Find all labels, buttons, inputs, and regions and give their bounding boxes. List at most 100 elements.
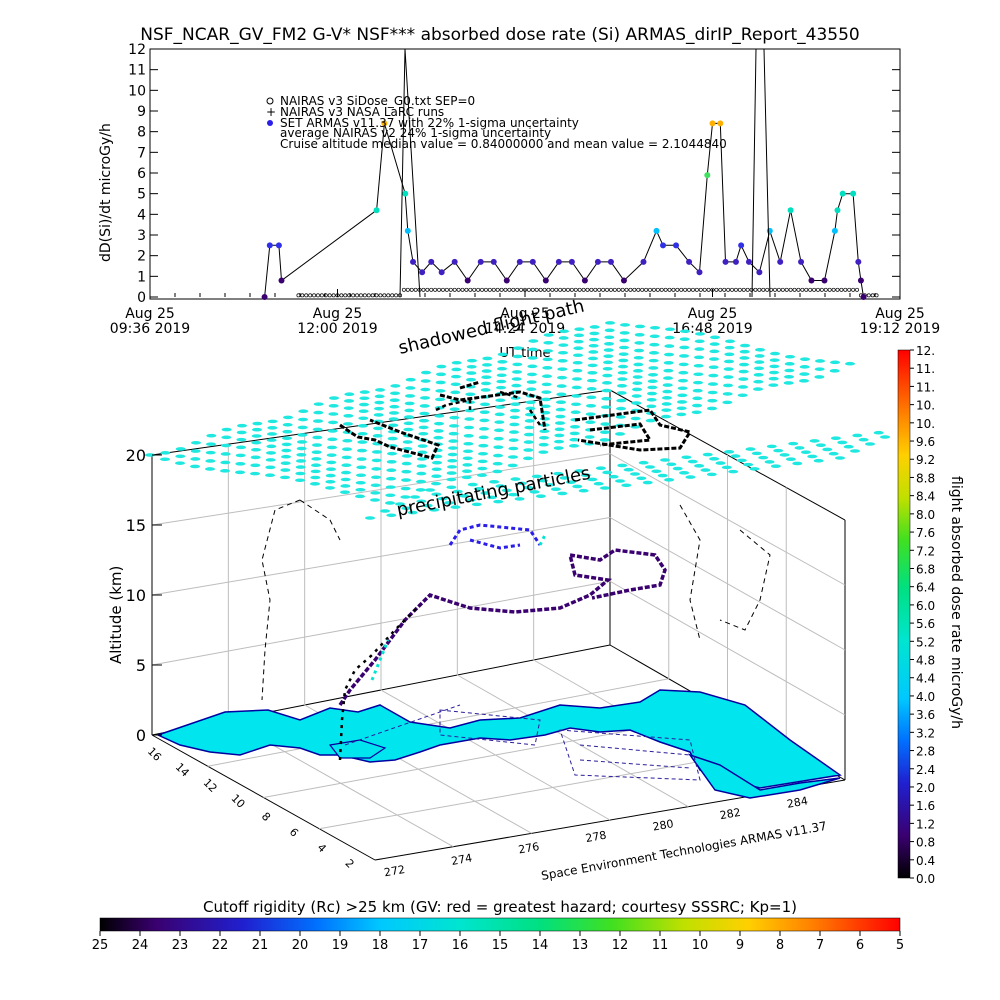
particle-mark	[634, 348, 644, 353]
rigidity-colorbar-tick-label: 20	[292, 938, 309, 953]
particle-mark	[420, 387, 431, 392]
particle-mark	[400, 495, 411, 499]
particle-mark	[527, 372, 537, 377]
particle-mark	[313, 419, 323, 423]
particle-mark	[481, 369, 492, 373]
armas-point	[451, 258, 458, 265]
nairas-point	[636, 287, 641, 292]
particle-mark	[461, 475, 472, 480]
particle-mark	[416, 471, 427, 476]
particle-mark	[452, 489, 463, 494]
spike-line	[399, 48, 771, 298]
particle-mark	[508, 438, 519, 442]
dose-colorbar-tick-label: 0.0	[916, 872, 935, 886]
particle-mark	[642, 480, 653, 485]
particle-mark	[569, 437, 580, 442]
particle-mark	[420, 396, 430, 400]
particle-mark	[190, 449, 201, 453]
plot-frame	[149, 48, 901, 300]
particle-mark	[572, 377, 582, 381]
nairas-point	[597, 287, 602, 292]
particle-mark	[358, 409, 369, 413]
particle-mark	[715, 461, 726, 465]
particle-mark	[585, 420, 596, 425]
particle-mark	[387, 436, 398, 441]
nairas-point	[366, 293, 371, 298]
particle-mark	[783, 381, 794, 385]
particle-mark	[649, 342, 660, 347]
shadowed-flight-path	[339, 380, 693, 460]
particle-mark	[602, 373, 613, 378]
particle-mark	[845, 361, 855, 366]
rigidity-colorbar-tick-label: 17	[412, 938, 429, 953]
dose-colorbar-tick-label: 6.8	[916, 562, 935, 576]
particle-mark	[664, 478, 675, 482]
armas-point	[857, 277, 864, 284]
armas-point	[555, 258, 562, 265]
particle-mark	[328, 420, 338, 425]
particle-mark	[429, 508, 440, 512]
particle-mark	[799, 365, 810, 369]
nairas-point	[722, 287, 727, 292]
armas-point	[266, 242, 273, 249]
particle-mark	[586, 395, 597, 400]
particle-mark	[464, 417, 475, 421]
particle-mark	[753, 387, 763, 391]
rigidity-colorbar-tick-label: 18	[372, 938, 389, 953]
particle-mark	[512, 354, 523, 359]
particle-mark	[541, 390, 552, 394]
dose-colorbar-tick-group: 0.0 0.4 0.8 1.2 1.6 2.0 2.4 2.8 3.2 3.6 4.0 4.4 4.8 5…	[910, 344, 935, 886]
particle-mark	[425, 488, 435, 492]
armas-point	[709, 120, 716, 127]
y-tick-label: 5	[137, 187, 146, 203]
particle-mark	[380, 509, 390, 513]
particle-mark	[665, 327, 675, 332]
particle-mark	[708, 382, 718, 386]
armas-point	[438, 269, 445, 276]
particle-mark	[444, 501, 455, 505]
particle-mark	[296, 446, 307, 451]
particle-mark	[389, 404, 400, 409]
particle-mark	[477, 473, 487, 478]
particle-mark	[410, 495, 420, 499]
longitude-tick-label: 274	[450, 851, 473, 867]
particle-mark	[524, 419, 535, 423]
particle-mark	[586, 403, 596, 408]
particle-mark	[495, 484, 506, 488]
particle-mark	[799, 372, 810, 376]
particle-mark	[160, 451, 171, 455]
armas-point	[850, 190, 857, 197]
particle-mark	[206, 433, 217, 438]
particle-mark	[650, 325, 660, 330]
particle-mark	[694, 464, 705, 468]
nairas-point	[526, 287, 531, 292]
nairas-point	[499, 287, 504, 292]
armas-point	[640, 258, 647, 265]
particle-mark	[431, 492, 442, 497]
particle-mark	[837, 440, 848, 445]
rigidity-colorbar-tick-label: 5	[896, 938, 904, 953]
particle-mark	[693, 380, 703, 385]
particle-mark	[433, 435, 444, 440]
particle-mark	[370, 491, 381, 495]
nairas-point	[441, 287, 445, 292]
dose-colorbar-tick-label: 0.4	[916, 854, 935, 868]
particle-mark	[574, 469, 585, 473]
particle-mark	[538, 442, 549, 447]
particle-mark	[355, 487, 366, 492]
x-tick-label-time: 16:48 2019	[672, 321, 752, 337]
particle-mark	[344, 392, 355, 397]
rigidity-colorbar: Cutoff rigidity (Rc) >25 km (GV: red = g…	[92, 898, 904, 953]
particle-mark	[281, 454, 291, 459]
latitude-tick-label: 12	[201, 776, 220, 795]
nairas-point	[515, 287, 520, 292]
particle-mark	[462, 463, 473, 467]
particle-mark	[600, 422, 611, 426]
particle-mark	[565, 480, 576, 484]
particle-mark	[523, 440, 534, 444]
rigidity-colorbar-tick-label: 15	[492, 938, 509, 953]
particle-mark	[694, 347, 705, 351]
particle-mark	[311, 463, 321, 468]
particle-mark	[493, 445, 504, 449]
particle-mark	[327, 445, 337, 450]
